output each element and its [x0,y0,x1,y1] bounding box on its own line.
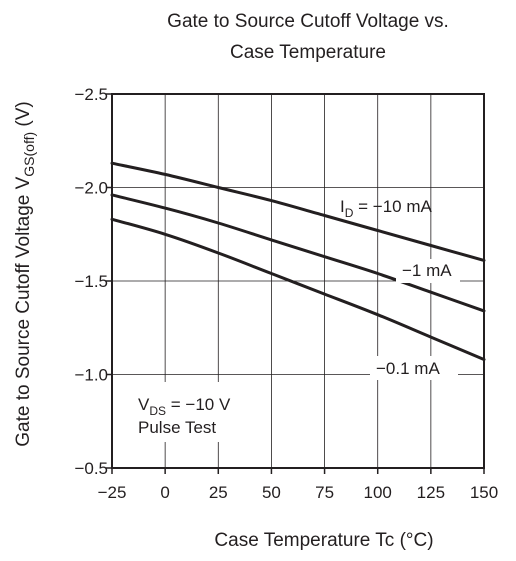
series-label-1ma-main: −1 mA [402,261,452,280]
annotation-vds-rest: = −10 V [166,395,231,414]
series-line-10ma [110,161,486,262]
y-tick-label: −2.0 [74,179,108,198]
x-tick-label: 75 [315,483,334,502]
series-label-0p1ma: −0.1 mA [376,359,440,378]
x-tick-label: 25 [209,483,228,502]
x-tick-label: 50 [262,483,281,502]
chart-title-line-1: Gate to Source Cutoff Voltage vs. [167,11,449,32]
series-label-10ma-subscript: D [345,206,354,220]
series-line-1ma [110,193,486,313]
y-axis-label-main: Gate to Source Cutoff Voltage V [13,176,34,446]
y-tick-label: −0.5 [74,459,108,478]
series-label-1ma-background [396,259,460,283]
x-tick-label: 150 [470,483,498,502]
text-layer: −25 0 25 50 75 100 125 150 −0.5 −1.0 −1.5 −2.0 −2.5 I… [13,11,498,551]
series-line-0p1ma [110,217,486,361]
y-tick-label: −2.5 [74,85,108,104]
y-axis-label-unit: (V) [13,101,34,132]
y-tick-label: −1.5 [74,272,108,291]
annotation-vds-main: V [138,395,150,414]
chart-title-line-2: Case Temperature [230,42,386,63]
y-axis-label-subscript: GS(off) [21,132,37,177]
x-tick-label: 0 [160,483,169,502]
annotation-vds-subscript: DS [149,404,166,418]
series-label-0p1ma-background [370,356,458,380]
series-label-10ma-main: I [340,197,345,216]
y-axis-label-group: Gate to Source Cutoff Voltage VGS(off) (… [13,101,37,447]
x-tick-label: 125 [417,483,445,502]
y-tick-label: −1.0 [74,366,108,385]
series-layer [110,161,486,361]
series-label-0p1ma-main: −0.1 mA [376,359,440,378]
series-label-10ma-rest: = −10 mA [353,197,432,216]
series-label-10ma: ID = −10 mA [340,197,433,220]
ticks-layer [106,93,485,474]
annotation-vds: VDS = −10 V [138,395,231,418]
annotation-pulse-test: Pulse Test [138,418,216,437]
annotation-background [134,382,254,442]
x-tick-label: −25 [98,483,127,502]
series-label-1ma: −1 mA [402,261,452,280]
x-tick-label: 100 [364,483,392,502]
y-axis-label: Gate to Source Cutoff Voltage VGS(off) (… [13,101,37,447]
x-axis-label: Case Temperature Tc (°C) [214,530,433,551]
